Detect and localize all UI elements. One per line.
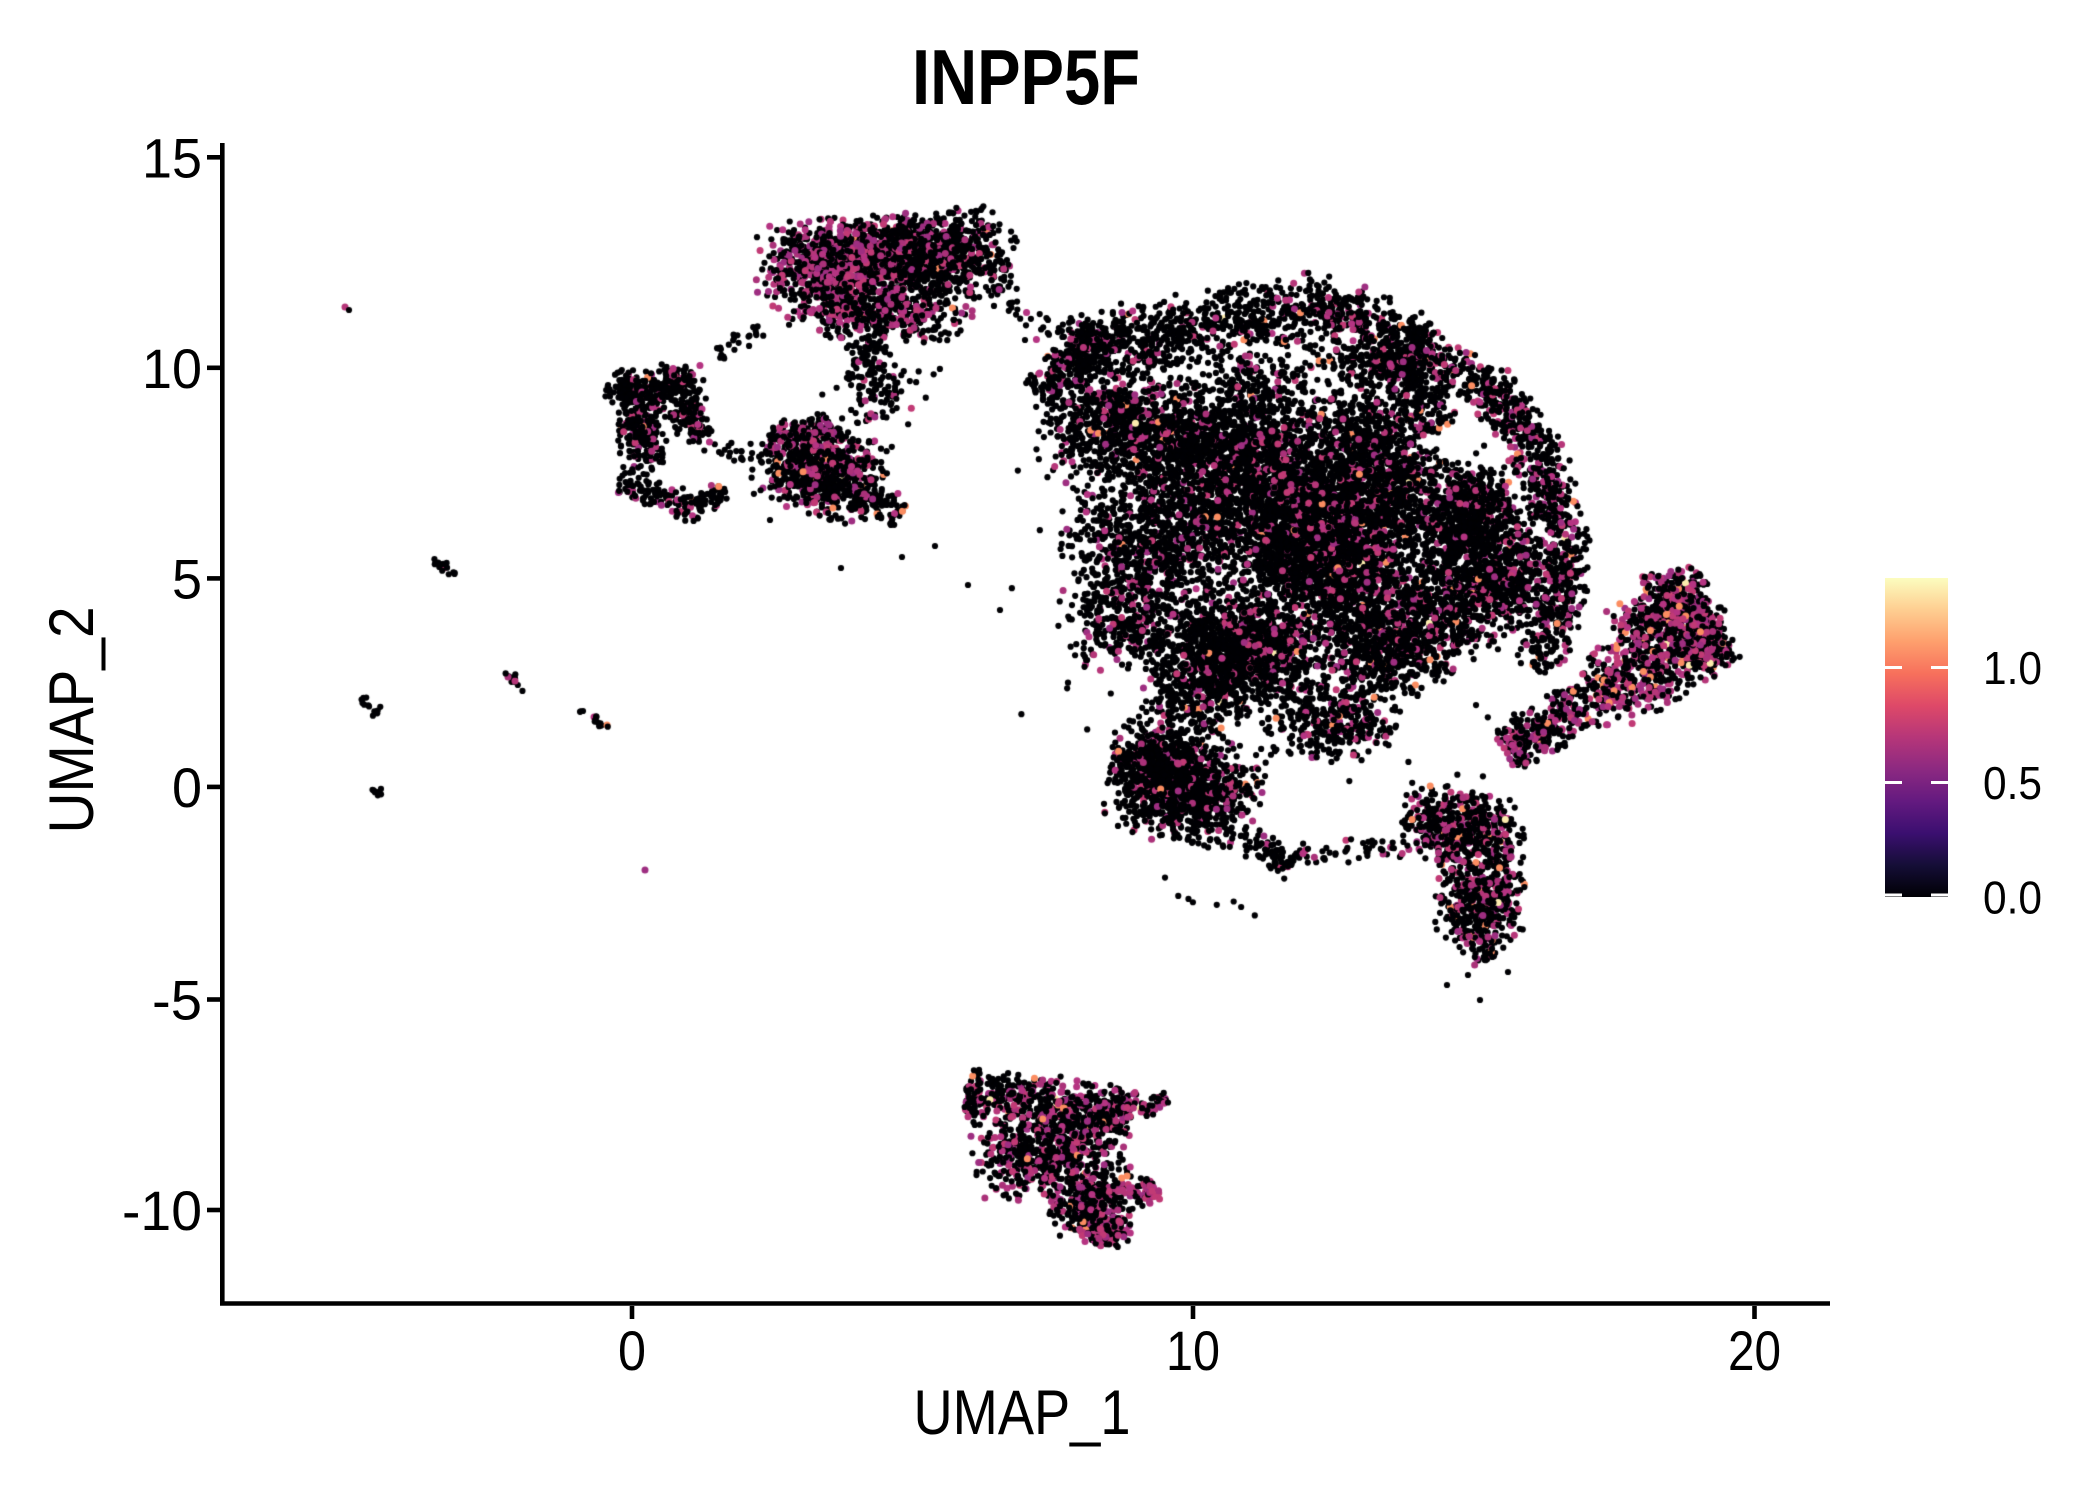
svg-text:INPP5F: INPP5F xyxy=(912,33,1140,121)
svg-text:15: 15 xyxy=(142,126,202,189)
svg-text:10: 10 xyxy=(1166,1319,1220,1382)
svg-text:-10: -10 xyxy=(122,1179,202,1242)
svg-text:0: 0 xyxy=(618,1319,646,1382)
svg-text:1.0: 1.0 xyxy=(1983,642,2042,694)
svg-text:-5: -5 xyxy=(152,969,202,1032)
svg-text:5: 5 xyxy=(172,547,202,610)
svg-text:20: 20 xyxy=(1728,1319,1781,1382)
svg-text:0.5: 0.5 xyxy=(1983,757,2042,809)
svg-text:UMAP_1: UMAP_1 xyxy=(914,1378,1131,1448)
svg-text:0.0: 0.0 xyxy=(1983,872,2042,924)
svg-text:UMAP_2: UMAP_2 xyxy=(37,607,107,834)
svg-text:10: 10 xyxy=(142,337,202,400)
svg-text:0: 0 xyxy=(172,756,202,819)
